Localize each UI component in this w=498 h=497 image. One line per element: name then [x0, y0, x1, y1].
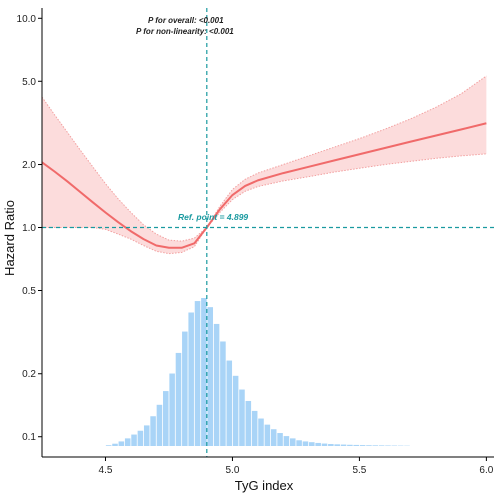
histogram-bar	[309, 442, 315, 446]
x-axis-title: TyG index	[235, 478, 294, 493]
histogram-bar	[188, 312, 194, 446]
histogram-bar	[194, 301, 201, 446]
histogram-bar	[353, 444, 360, 446]
histogram-bar	[137, 430, 144, 446]
histogram-bar	[150, 416, 156, 446]
histogram-bar	[175, 352, 182, 446]
histogram-bar	[378, 445, 385, 446]
histogram	[105, 298, 410, 446]
histogram-bar	[258, 418, 264, 446]
histogram-bar	[220, 341, 226, 446]
y-tick-label: 2.0	[22, 160, 36, 171]
x-tick-label: 6.0	[479, 465, 493, 476]
x-tick-label: 5.5	[352, 465, 366, 476]
x-tick-label: 4.5	[99, 465, 113, 476]
histogram-bar	[366, 445, 372, 446]
y-tick-label: 1.0	[22, 223, 36, 234]
histogram-bar	[201, 298, 207, 446]
y-tick-label: 10.0	[17, 14, 37, 25]
histogram-bar	[226, 360, 233, 446]
histogram-bar	[321, 443, 328, 446]
histogram-bar	[340, 444, 347, 446]
histogram-bar	[302, 441, 309, 446]
histogram-bar	[245, 400, 252, 446]
y-axis-title: Hazard Ratio	[2, 200, 17, 276]
histogram-bar	[347, 444, 353, 446]
histogram-bar	[169, 373, 175, 446]
histogram-bar	[283, 436, 290, 446]
histogram-bar	[270, 429, 277, 446]
histogram-bar	[207, 307, 214, 446]
histogram-bar	[213, 323, 220, 446]
histogram-bar	[328, 444, 334, 446]
x-tick-label: 5.0	[225, 465, 239, 476]
histogram-bar	[289, 438, 296, 446]
histogram-bar	[156, 404, 163, 446]
histogram-bar	[163, 391, 169, 446]
axes: 0.1 0.2 0.5 1.0 2.0 5.0 10.0 4.5 5.0 5.5 6.0	[17, 8, 494, 476]
reference-lines	[42, 8, 494, 457]
histogram-bar	[143, 425, 150, 446]
histogram-bar	[385, 445, 391, 446]
histogram-bar	[372, 445, 379, 446]
histogram-bar	[359, 445, 366, 446]
histogram-bar	[124, 438, 131, 446]
histogram-bar	[131, 434, 137, 446]
histogram-bar	[296, 440, 302, 446]
p-overall-annotation: P for overall: <0.001	[148, 16, 224, 25]
y-tick-label: 5.0	[22, 77, 36, 88]
p-nonlinearity-annotation: P for non-linearity: <0.001	[136, 27, 234, 36]
histogram-bar	[232, 375, 239, 446]
histogram-bar	[251, 410, 258, 446]
ref-point-annotation: Ref. point = 4.899	[178, 212, 248, 222]
histogram-bar	[105, 445, 112, 446]
histogram-bar	[118, 441, 125, 446]
histogram-bar	[277, 433, 283, 446]
histogram-bar	[315, 442, 321, 446]
histogram-bar	[112, 443, 118, 446]
histogram-bar	[334, 444, 340, 446]
histogram-bar	[264, 424, 271, 446]
histogram-bar	[239, 389, 245, 446]
histogram-bar	[182, 331, 188, 446]
y-tick-label: 0.5	[22, 286, 36, 297]
y-tick-label: 0.2	[22, 369, 36, 380]
y-tick-label: 0.1	[22, 432, 36, 443]
